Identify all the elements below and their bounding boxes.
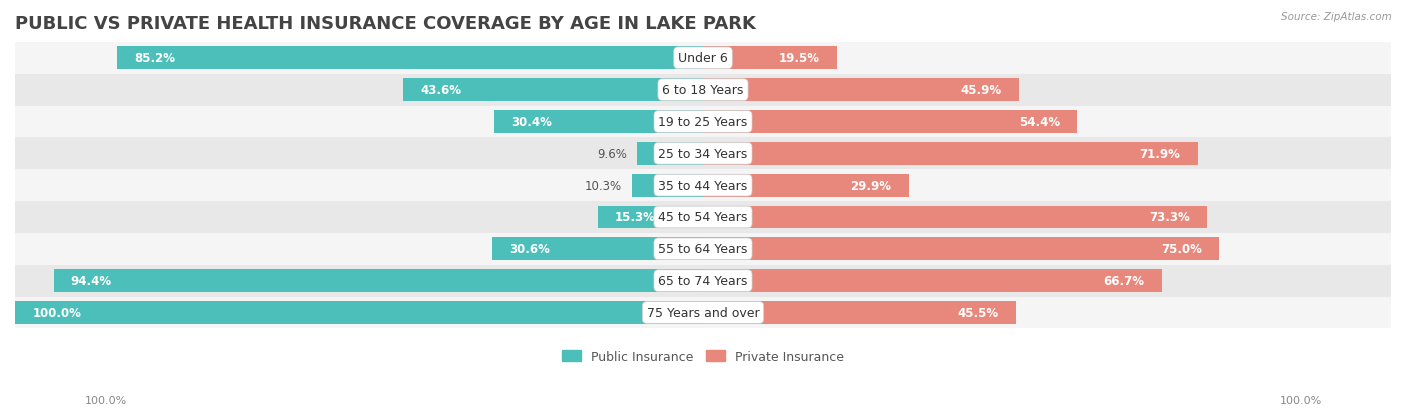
Text: 71.9%: 71.9% — [1140, 147, 1181, 160]
Text: 55 to 64 Years: 55 to 64 Years — [658, 243, 748, 256]
Text: 75 Years and over: 75 Years and over — [647, 306, 759, 319]
Text: 66.7%: 66.7% — [1104, 275, 1144, 287]
Text: 100.0%: 100.0% — [32, 306, 82, 319]
Bar — [15, 106, 1391, 138]
Bar — [703, 238, 1219, 261]
Text: 25 to 34 Years: 25 to 34 Years — [658, 147, 748, 160]
Bar — [404, 79, 703, 102]
Bar — [703, 301, 1017, 324]
Text: 85.2%: 85.2% — [134, 52, 174, 65]
Text: 65 to 74 Years: 65 to 74 Years — [658, 275, 748, 287]
Text: 29.9%: 29.9% — [851, 179, 891, 192]
Text: Source: ZipAtlas.com: Source: ZipAtlas.com — [1281, 12, 1392, 22]
Text: 19.5%: 19.5% — [779, 52, 820, 65]
Bar — [15, 202, 1391, 233]
Bar — [703, 174, 908, 197]
Bar — [117, 47, 703, 70]
Text: 15.3%: 15.3% — [614, 211, 655, 224]
Bar — [703, 206, 1208, 229]
Text: 100.0%: 100.0% — [1279, 395, 1322, 405]
Bar — [492, 238, 703, 261]
Bar — [15, 74, 1391, 106]
Bar — [703, 270, 1161, 292]
Text: 45.5%: 45.5% — [957, 306, 998, 319]
Text: 73.3%: 73.3% — [1149, 211, 1189, 224]
Bar — [15, 301, 703, 324]
Text: 35 to 44 Years: 35 to 44 Years — [658, 179, 748, 192]
Text: Under 6: Under 6 — [678, 52, 728, 65]
Bar — [598, 206, 703, 229]
Text: 43.6%: 43.6% — [420, 84, 461, 97]
Bar — [703, 142, 1198, 165]
Bar — [703, 79, 1019, 102]
Text: PUBLIC VS PRIVATE HEALTH INSURANCE COVERAGE BY AGE IN LAKE PARK: PUBLIC VS PRIVATE HEALTH INSURANCE COVER… — [15, 15, 756, 33]
Text: 19 to 25 Years: 19 to 25 Years — [658, 116, 748, 129]
Text: 54.4%: 54.4% — [1019, 116, 1060, 129]
Bar — [15, 43, 1391, 74]
Bar — [15, 265, 1391, 297]
Text: 45.9%: 45.9% — [960, 84, 1001, 97]
Text: 30.6%: 30.6% — [509, 243, 551, 256]
Text: 100.0%: 100.0% — [84, 395, 127, 405]
Bar — [15, 170, 1391, 202]
Text: 9.6%: 9.6% — [596, 147, 627, 160]
Text: 45 to 54 Years: 45 to 54 Years — [658, 211, 748, 224]
Text: 30.4%: 30.4% — [510, 116, 553, 129]
Bar — [494, 111, 703, 134]
Legend: Public Insurance, Private Insurance: Public Insurance, Private Insurance — [557, 345, 849, 368]
Bar — [15, 233, 1391, 265]
Text: 10.3%: 10.3% — [585, 179, 621, 192]
Text: 75.0%: 75.0% — [1161, 243, 1202, 256]
Bar — [637, 142, 703, 165]
Text: 94.4%: 94.4% — [70, 275, 112, 287]
Bar — [633, 174, 703, 197]
Bar — [15, 297, 1391, 329]
Bar — [15, 138, 1391, 170]
Text: 6 to 18 Years: 6 to 18 Years — [662, 84, 744, 97]
Bar — [53, 270, 703, 292]
Bar — [703, 47, 837, 70]
Bar — [703, 111, 1077, 134]
